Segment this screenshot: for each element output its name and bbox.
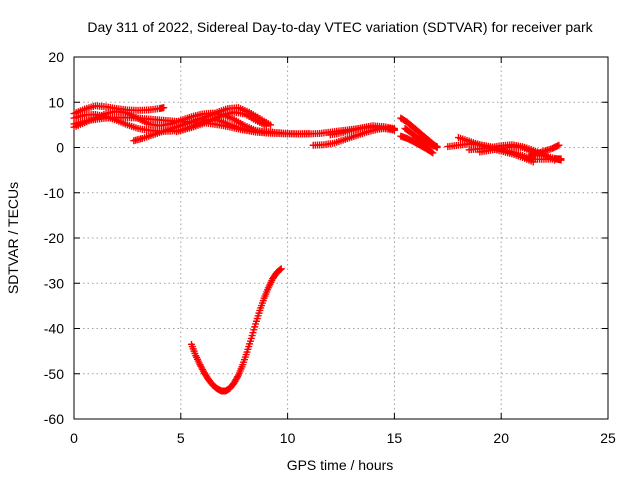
data-point [276, 265, 284, 273]
series-track-18 [187, 265, 285, 395]
axis-ticks [73, 56, 609, 420]
y-tick-label: -60 [44, 411, 64, 427]
series-track-12 [401, 124, 441, 151]
x-tick-label: 10 [280, 430, 296, 446]
data-point [433, 143, 441, 151]
y-tick-label: 10 [48, 94, 64, 110]
data-point [277, 265, 285, 273]
data-point [429, 149, 437, 157]
data-point [267, 121, 275, 129]
data-points [70, 102, 565, 395]
y-axis-label: SDTVAR / TECUs [5, 182, 21, 294]
chart-title: Day 311 of 2022, Sidereal Day-to-day VTE… [87, 19, 593, 35]
x-tick-label: 15 [387, 430, 403, 446]
data-point [160, 104, 168, 112]
data-point [557, 156, 565, 164]
y-tick-label: 20 [48, 49, 64, 65]
y-tick-label: -20 [44, 230, 64, 246]
x-tick-label: 5 [177, 430, 185, 446]
series-track-17 [525, 141, 563, 161]
series-track-11 [397, 132, 437, 157]
y-tick-label: -30 [44, 275, 64, 291]
x-axis-label: GPS time / hours [287, 457, 394, 473]
y-tick-label: -50 [44, 366, 64, 382]
x-tick-label: 20 [493, 430, 509, 446]
x-tick-label: 0 [70, 430, 78, 446]
y-tick-label: -40 [44, 321, 64, 337]
grid-lines [74, 57, 608, 419]
data-point [390, 124, 398, 132]
data-point [234, 373, 242, 381]
data-point [529, 158, 537, 166]
x-tick-label: 25 [600, 430, 616, 446]
axis-tick-labels: 0 5 10 15 20 25 -60 -50 -40 -30 -20 -10 0 10 20 [44, 49, 616, 446]
series-track-9 [326, 122, 398, 139]
y-tick-label: 0 [56, 140, 64, 156]
data-point [428, 148, 436, 156]
y-tick-label: -10 [44, 185, 64, 201]
data-point [555, 141, 563, 149]
